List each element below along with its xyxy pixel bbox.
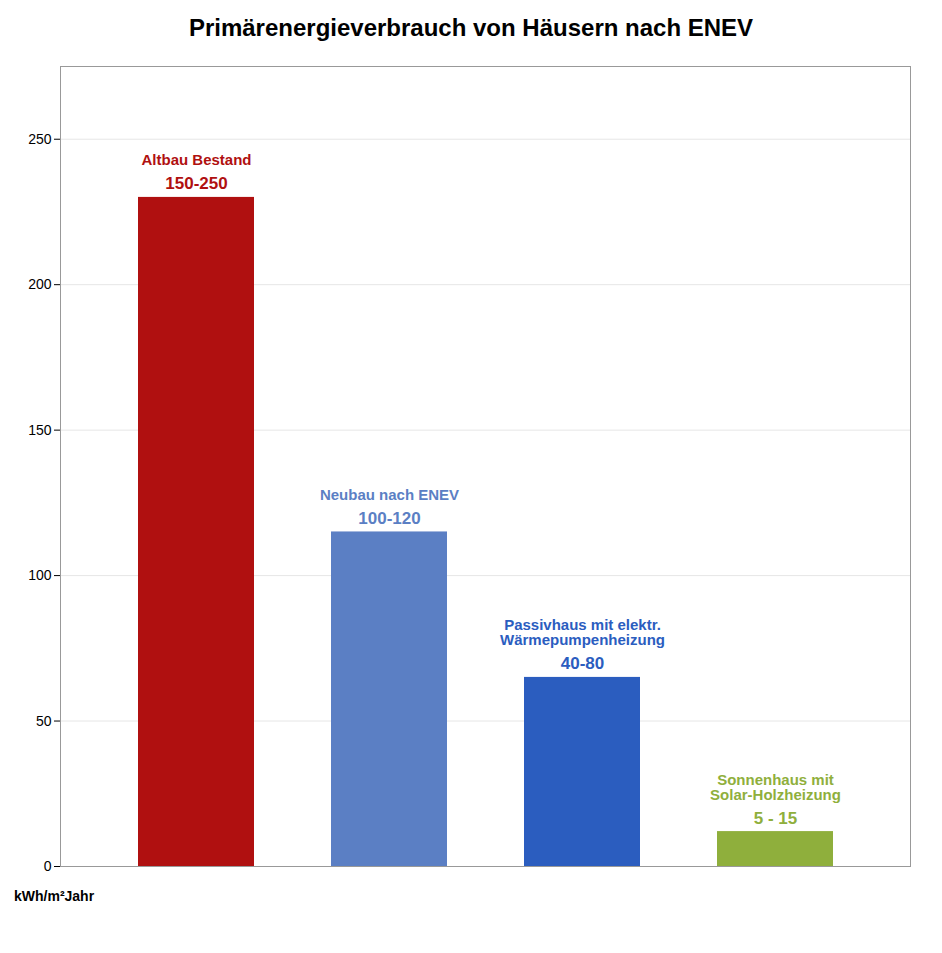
- svg-text:150: 150: [28, 422, 52, 438]
- svg-text:250: 250: [28, 131, 52, 147]
- svg-text:Passivhaus mit elektr.Wärmepum: Passivhaus mit elektr.Wärmepumpenheizung: [500, 616, 665, 648]
- svg-text:5 - 15: 5 - 15: [754, 809, 797, 828]
- svg-text:100-120: 100-120: [358, 509, 420, 528]
- svg-text:Sonnenhaus mitSolar-Holzheizun: Sonnenhaus mitSolar-Holzheizung: [710, 771, 841, 803]
- svg-text:Altbau Bestand: Altbau Bestand: [141, 151, 251, 168]
- html-text:Primärenergieverbrauch von Häu: Primärenergieverbrauch von Häusern nach …: [188, 14, 754, 41]
- svg-text:100: 100: [28, 567, 52, 583]
- svg-text:Neubau nach ENEV: Neubau nach ENEV: [320, 486, 459, 503]
- svg-text:150-250: 150-250: [165, 174, 227, 193]
- svg-text:200: 200: [28, 276, 52, 292]
- svg-text:40-80: 40-80: [561, 654, 604, 673]
- svg-text:0: 0: [44, 858, 52, 874]
- html-text:kWh/m²Jahr: kWh/m²Jahr: [14, 888, 95, 904]
- svg-text:50: 50: [36, 713, 52, 729]
